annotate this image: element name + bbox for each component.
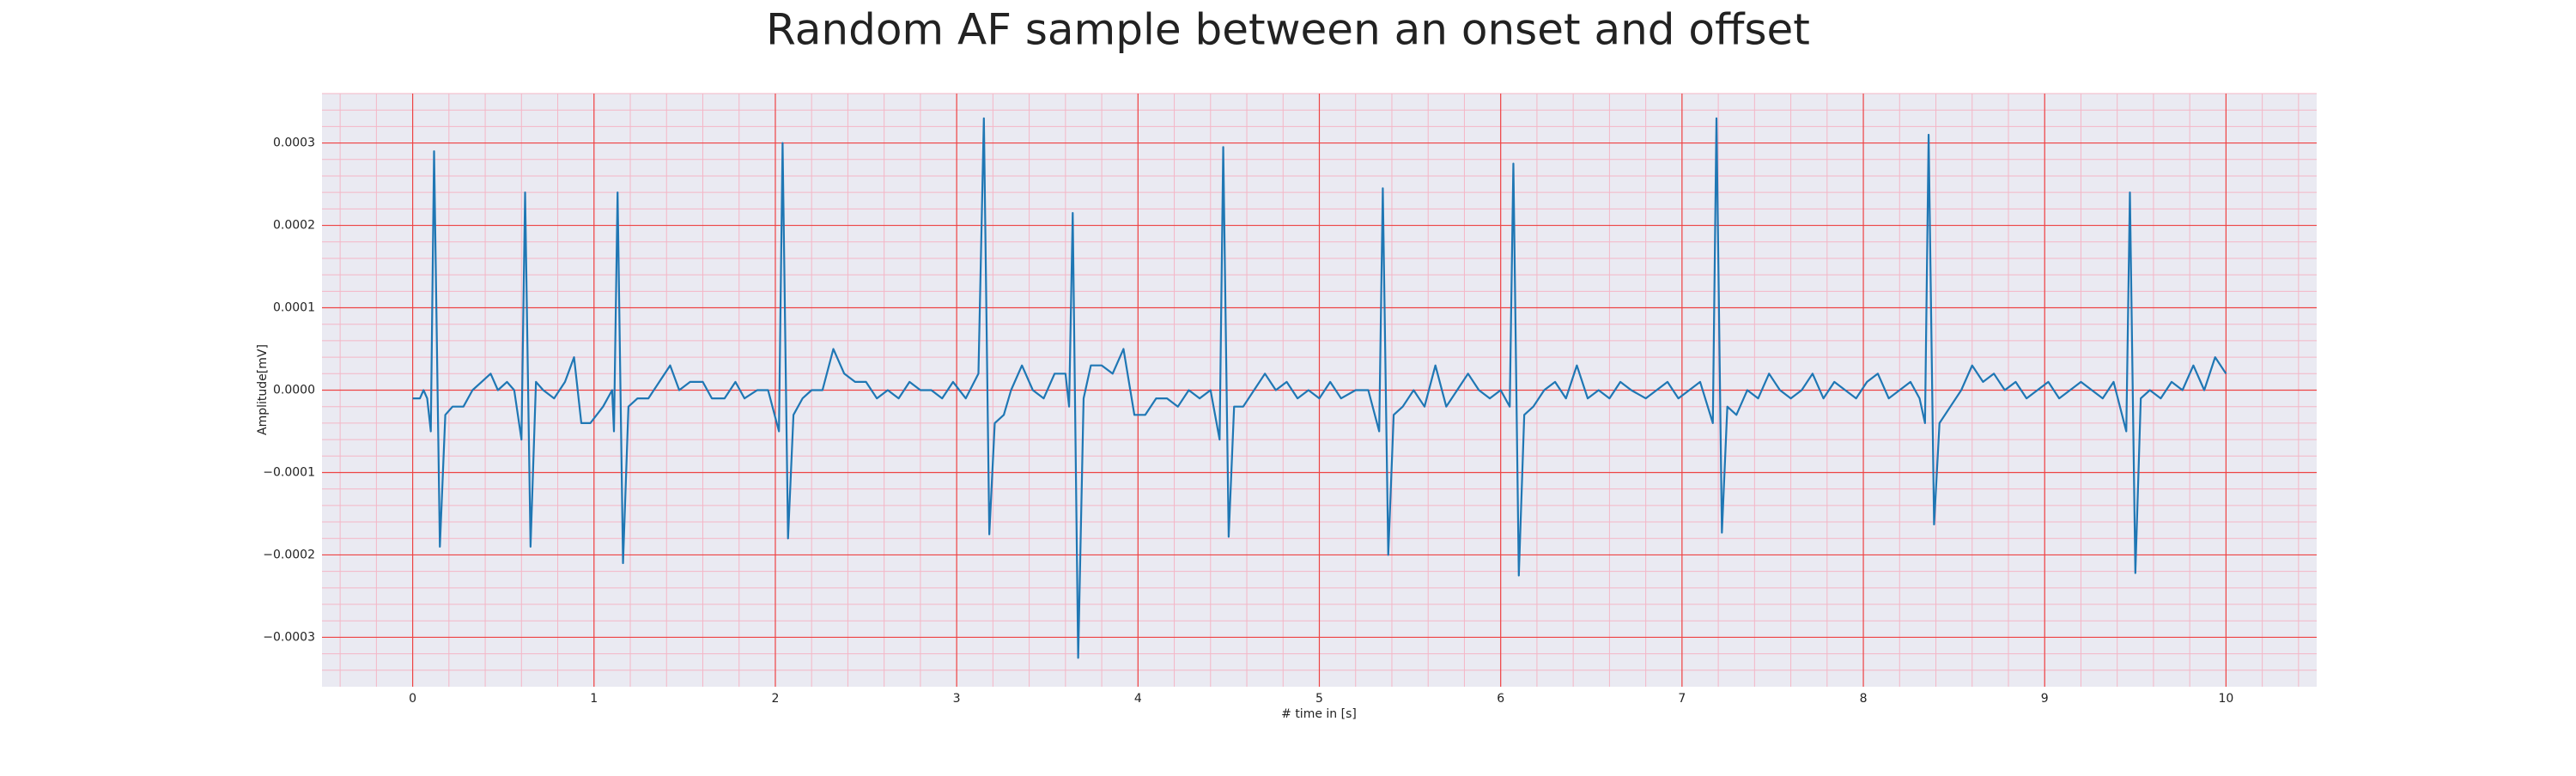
y-axis-label: Amplitude[mV]: [256, 344, 270, 435]
x-tick-label: 4: [1134, 692, 1142, 706]
y-tick-label: −0.0002: [263, 548, 315, 561]
x-tick-label: 3: [953, 692, 961, 706]
x-axis-label: # time in [s]: [1281, 707, 1357, 721]
y-tick-label: −0.0001: [263, 465, 315, 479]
x-tick-label: 9: [2041, 692, 2049, 706]
y-tick-label: 0.0002: [273, 219, 315, 233]
y-tick-label: 0.0003: [273, 136, 315, 150]
x-tick-label: 5: [1315, 692, 1323, 706]
x-tick-label: 2: [771, 692, 779, 706]
x-tick-label: 7: [1678, 692, 1686, 706]
x-tick-label: 8: [1860, 692, 1868, 706]
x-tick-label: 1: [590, 692, 598, 706]
y-tick-label: 0.0000: [273, 384, 315, 397]
signal-line: [412, 117, 2227, 659]
y-tick-label: 0.0001: [273, 301, 315, 315]
x-tick-label: 0: [409, 692, 416, 706]
x-tick-label: 10: [2218, 692, 2233, 706]
x-tick-label: 6: [1497, 692, 1504, 706]
y-tick-label: −0.0003: [263, 630, 315, 644]
chart-title: Random AF sample between an onset and of…: [766, 5, 1810, 55]
